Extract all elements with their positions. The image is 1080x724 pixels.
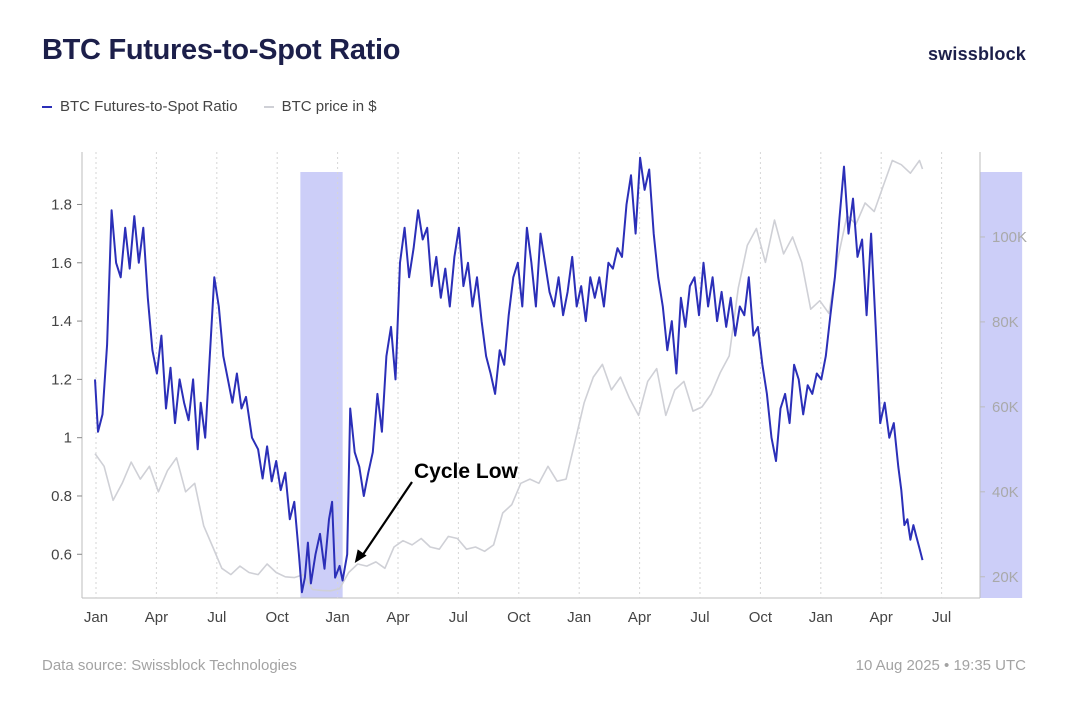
legend: BTC Futures-to-Spot Ratio BTC price in $ — [42, 98, 377, 115]
legend-swatch-price — [263, 105, 274, 108]
data-source: Data source: Swissblock Technologies — [42, 657, 297, 674]
y-left-tick-label: 1.8 — [51, 196, 72, 213]
y-right-tick-label: 20K — [992, 569, 1019, 586]
x-tick-label: Jul — [449, 609, 468, 626]
y-left-tick-label: 1.6 — [51, 255, 72, 272]
x-tick-label: Jan — [567, 609, 591, 626]
x-tick-label: Jul — [690, 609, 709, 626]
series-line-price — [94, 159, 924, 592]
legend-item-ratio[interactable]: BTC Futures-to-Spot Ratio — [42, 98, 238, 115]
x-tick-label: Jan — [84, 609, 108, 626]
x-tick-label: Jul — [207, 609, 226, 626]
legend-label-price: BTC price in $ — [281, 98, 377, 115]
annotation-arrow-line — [361, 481, 413, 556]
y-right-tick-label: 40K — [992, 484, 1019, 501]
timestamp: 10 Aug 2025 • 19:35 UTC — [855, 657, 1026, 674]
x-tick-label: Jan — [326, 609, 350, 626]
x-tick-label: Apr — [386, 609, 409, 626]
series-line-ratio — [94, 156, 924, 594]
chart-title: BTC Futures-to-Spot Ratio — [42, 34, 401, 66]
highlight-band-0 — [300, 172, 343, 598]
x-tick-label: Oct — [749, 609, 773, 626]
y-left-tick-label: 1.2 — [51, 371, 72, 388]
x-tick-label: Oct — [266, 609, 290, 626]
x-tick-label: Jul — [932, 609, 951, 626]
x-tick-label: Apr — [628, 609, 651, 626]
x-tick-label: Jan — [809, 609, 833, 626]
y-left-tick-label: 1 — [64, 430, 72, 447]
brand-logo: swissblock — [927, 44, 1026, 64]
legend-item-price[interactable]: BTC price in $ — [263, 98, 377, 115]
x-tick-label: Oct — [507, 609, 531, 626]
annotation-arrow-head — [354, 549, 367, 564]
y-left-tick-label: 0.8 — [51, 488, 72, 505]
y-right-tick-label: 100K — [992, 229, 1027, 246]
y-left-tick-label: 1.4 — [51, 313, 72, 330]
y-left-tick-label: 0.6 — [51, 546, 72, 563]
x-tick-label: Apr — [145, 609, 168, 626]
highlight-band-1 — [979, 172, 1023, 598]
legend-swatch-ratio — [42, 105, 52, 108]
annotation-label: Cycle Low — [414, 460, 519, 483]
legend-label-ratio: BTC Futures-to-Spot Ratio — [60, 98, 238, 115]
x-tick-label: Apr — [870, 609, 893, 626]
y-right-tick-label: 80K — [992, 314, 1019, 331]
y-right-tick-label: 60K — [992, 399, 1019, 416]
